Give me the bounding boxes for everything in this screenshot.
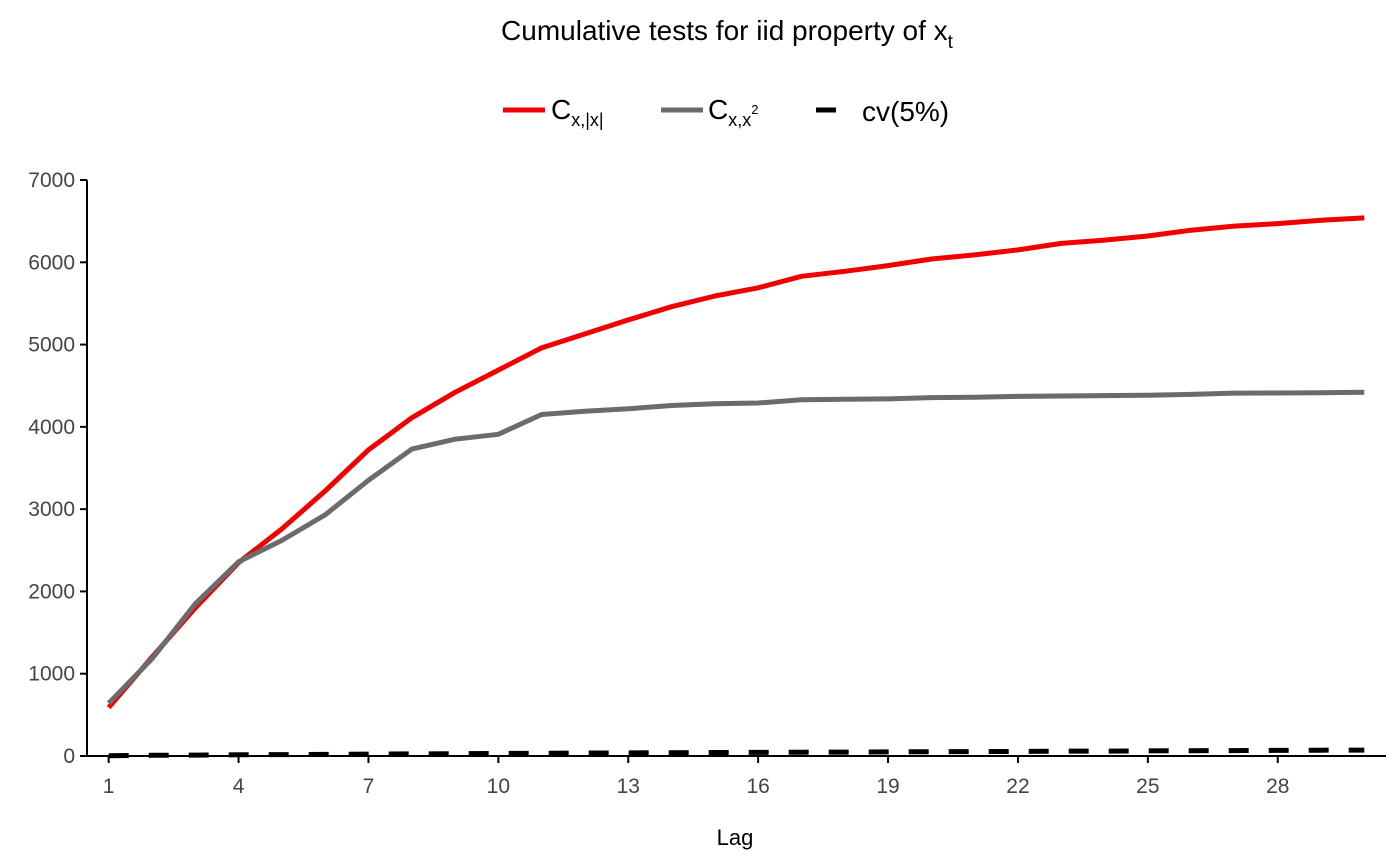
- legend-label-abs: Cx,|x|: [551, 94, 604, 130]
- legend-label-sq: Cx,x2: [708, 94, 758, 130]
- legend-label-cv: cv(5%): [862, 96, 949, 127]
- x-tick-label: 22: [1006, 775, 1029, 798]
- x-tick-label: 28: [1266, 775, 1289, 798]
- legend-label-sq-subscript: x,x: [728, 110, 751, 130]
- y-tick-label: 0: [63, 745, 75, 768]
- y-tick-label: 5000: [28, 334, 75, 357]
- legend-label-sq-main: C: [708, 94, 728, 125]
- legend-item-cv: cv(5%): [816, 96, 949, 127]
- chart-title: Cumulative tests for iid property of xt: [501, 15, 954, 53]
- x-tick-label: 25: [1136, 775, 1159, 798]
- series-line-sq: [106, 389, 1365, 706]
- x-tick-label: 16: [746, 775, 769, 798]
- series-line-abs: [106, 215, 1365, 710]
- y-axis: 0 1000 2000 3000 4000 5000 6000 7000: [28, 169, 88, 768]
- legend-label-abs-subscript: x,|x|: [571, 110, 603, 130]
- y-tick-label: 6000: [28, 251, 75, 274]
- x-tick-label: 1: [103, 775, 115, 798]
- chart-title-main: Cumulative tests for iid property of x: [501, 15, 948, 46]
- x-tick-label: 7: [363, 775, 375, 798]
- y-tick-label: 4000: [28, 416, 75, 439]
- y-tick-label: 7000: [28, 169, 75, 192]
- x-tick-label: 19: [876, 775, 899, 798]
- y-tick-label: 2000: [28, 580, 75, 603]
- x-axis: 1 4 7 10 13 16 19 22 25 28: [87, 755, 1386, 798]
- chart-title-subscript: t: [948, 32, 954, 53]
- x-axis-title: Lag: [717, 825, 754, 850]
- plot-series: [106, 215, 1365, 759]
- legend: Cx,|x| Cx,x2 cv(5%): [503, 94, 949, 130]
- legend-label-abs-main: C: [551, 94, 571, 125]
- legend-item-sq: Cx,x2: [661, 94, 758, 130]
- x-tick-label: 10: [487, 775, 510, 798]
- y-tick-label: 3000: [28, 498, 75, 521]
- legend-item-abs: Cx,|x|: [503, 94, 604, 130]
- x-tick-label: 4: [233, 775, 245, 798]
- x-tick-label: 13: [617, 775, 640, 798]
- y-tick-label: 1000: [28, 663, 75, 686]
- legend-label-sq-superscript: 2: [751, 102, 758, 117]
- series-line-cv: [108, 747, 1365, 759]
